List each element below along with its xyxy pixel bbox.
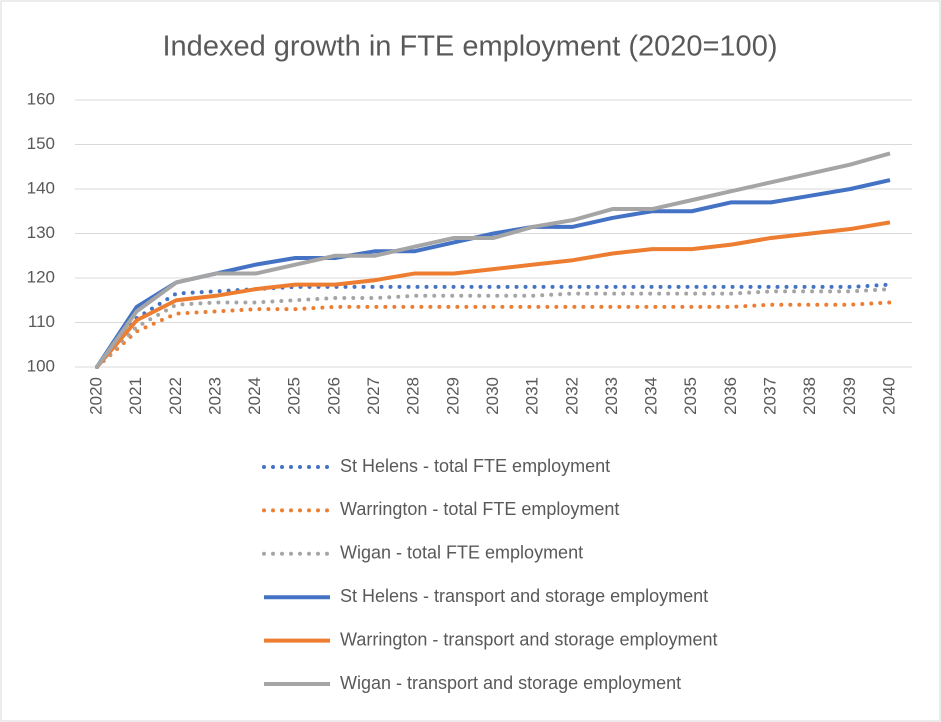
y-tick-label: 100: [27, 356, 55, 375]
legend-label: Warrington - transport and storage emplo…: [340, 629, 718, 649]
x-tick-label: 2020: [86, 377, 105, 415]
x-tick-label: 2028: [404, 377, 423, 415]
x-tick-label: 2033: [602, 377, 621, 415]
y-tick-label: 130: [27, 223, 55, 242]
legend-label: Warrington - total FTE employment: [340, 499, 619, 519]
y-tick-label: 120: [27, 267, 55, 286]
y-tick-label: 140: [27, 178, 55, 197]
series-line: [95, 151, 891, 369]
series-line: [95, 220, 891, 369]
legend-label: St Helens - transport and storage employ…: [340, 586, 708, 606]
x-tick-label: 2037: [761, 377, 780, 415]
x-tick-label: 2036: [721, 377, 740, 415]
x-tick-label: 2038: [800, 377, 819, 415]
x-tick-label: 2030: [483, 377, 502, 415]
x-tick-label: 2025: [285, 377, 304, 415]
legend-label: St Helens - total FTE employment: [340, 456, 610, 476]
x-tick-label: 2031: [523, 377, 542, 415]
series-line: [95, 287, 892, 369]
chart-title: Indexed growth in FTE employment (2020=1…: [163, 31, 778, 63]
x-tick-label: 2034: [642, 377, 661, 415]
x-tick-label: 2039: [840, 377, 859, 415]
x-tick-label: 2024: [245, 377, 264, 415]
x-tick-label: 2026: [324, 377, 343, 415]
legend-label: Wigan - total FTE employment: [340, 543, 583, 563]
y-tick-label: 110: [28, 312, 55, 331]
x-tick-label: 2021: [126, 377, 145, 415]
x-tick-label: 2022: [166, 377, 185, 415]
x-tick-label: 2035: [681, 377, 700, 415]
legend-label: Wigan - transport and storage employment: [340, 673, 681, 693]
x-tick-label: 2040: [879, 377, 898, 415]
x-tick-label: 2032: [562, 377, 581, 415]
x-tick-label: 2029: [443, 377, 462, 415]
series-line: [95, 282, 892, 369]
x-tick-label: 2027: [364, 377, 383, 415]
y-tick-label: 150: [27, 134, 55, 153]
series-line: [95, 178, 891, 369]
y-tick-label: 160: [27, 89, 55, 108]
series-line: [95, 300, 892, 369]
x-tick-label: 2023: [205, 377, 224, 415]
